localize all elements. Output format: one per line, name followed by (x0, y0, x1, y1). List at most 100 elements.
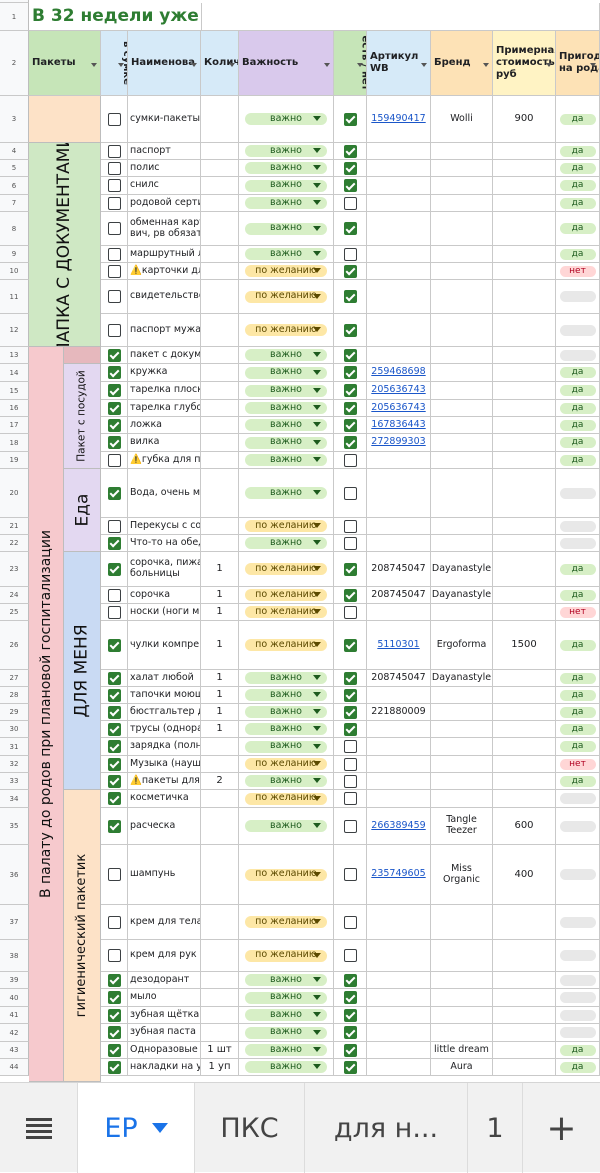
name-cell[interactable]: паспорт (128, 143, 201, 160)
importance-cell[interactable]: важно (239, 195, 334, 212)
suitable-pill[interactable]: да (559, 385, 596, 396)
suitable-pill[interactable]: да (559, 723, 596, 735)
suitable-pill[interactable] (559, 487, 596, 499)
in-bag-checkbox[interactable] (107, 1060, 121, 1074)
name-cell[interactable]: косметичка (128, 790, 201, 808)
brand-cell[interactable] (431, 143, 493, 160)
name-cell[interactable]: родовой серти (128, 195, 201, 212)
filter-icon[interactable] (483, 63, 489, 67)
filter-icon[interactable] (191, 63, 197, 67)
in-bag-checkbox[interactable] (107, 436, 121, 449)
in-bag-checkbox[interactable] (107, 222, 121, 235)
have-checkbox[interactable] (343, 705, 357, 719)
have-cell[interactable] (334, 790, 367, 808)
cost-cell[interactable] (493, 721, 556, 738)
have-cell[interactable] (334, 905, 367, 940)
article-cell[interactable]: 208745047 (367, 552, 431, 587)
importance-cell[interactable]: важно (239, 670, 334, 687)
importance-cell[interactable]: важно (239, 972, 334, 989)
brand-cell[interactable]: Aura (431, 1059, 493, 1076)
cost-cell[interactable]: 600 (493, 808, 556, 845)
cost-cell[interactable] (493, 756, 556, 773)
have-cell[interactable] (334, 552, 367, 587)
article-value[interactable]: 159490417 (371, 112, 426, 124)
name-cell[interactable]: ⚠️пакеты для (128, 773, 201, 790)
importance-cell[interactable]: по желанию (239, 604, 334, 621)
importance-cell[interactable]: важно (239, 177, 334, 195)
importance-cell[interactable]: важно (239, 96, 334, 143)
in-bag-checkbox[interactable] (107, 144, 121, 158)
article-cell[interactable]: 205636743 (367, 382, 431, 400)
have-checkbox[interactable] (343, 519, 357, 533)
in-bag-cell[interactable] (101, 195, 128, 212)
article-cell[interactable] (367, 773, 431, 790)
suitable-cell[interactable] (556, 989, 600, 1007)
article-cell[interactable] (367, 1007, 431, 1024)
article-cell[interactable] (367, 940, 431, 972)
qty-cell[interactable]: 1 (201, 552, 239, 587)
filter-icon[interactable] (546, 63, 552, 67)
article-cell[interactable]: 221880009 (367, 704, 431, 721)
suitable-cell[interactable]: да (556, 417, 600, 434)
name-cell[interactable]: сорочка (128, 587, 201, 604)
qty-cell[interactable] (201, 940, 239, 972)
sheet-tab-active[interactable]: ЕР (78, 1083, 195, 1173)
suitable-pill[interactable] (559, 324, 596, 336)
suitable-cell[interactable] (556, 314, 600, 347)
article-cell[interactable] (367, 972, 431, 989)
brand-cell[interactable] (431, 314, 493, 347)
have-cell[interactable] (334, 1059, 367, 1076)
importance-dropdown[interactable]: важно (245, 689, 327, 701)
suitable-cell[interactable]: да (556, 143, 600, 160)
have-checkbox[interactable] (343, 1043, 357, 1057)
importance-dropdown[interactable]: важно (245, 820, 327, 832)
importance-dropdown[interactable]: важно (245, 1061, 327, 1073)
suitable-cell[interactable]: да (556, 195, 600, 212)
in-bag-cell[interactable] (101, 989, 128, 1007)
importance-dropdown[interactable]: важно (245, 454, 327, 466)
qty-cell[interactable] (201, 1007, 239, 1024)
importance-dropdown[interactable]: важно (245, 402, 327, 414)
importance-cell[interactable]: важно (239, 364, 334, 382)
in-bag-checkbox[interactable] (107, 868, 121, 881)
have-checkbox[interactable] (343, 819, 357, 833)
suitable-pill[interactable] (559, 992, 596, 1003)
suitable-cell[interactable] (556, 1007, 600, 1024)
have-checkbox[interactable] (343, 418, 357, 432)
cost-cell[interactable] (493, 263, 556, 280)
brand-cell[interactable] (431, 604, 493, 621)
importance-dropdown[interactable]: важно (245, 222, 327, 235)
cost-cell[interactable] (493, 518, 556, 535)
in-bag-cell[interactable] (101, 314, 128, 347)
suitable-pill[interactable] (559, 950, 596, 961)
qty-cell[interactable] (201, 989, 239, 1007)
importance-dropdown[interactable]: по желанию (245, 639, 327, 651)
qty-cell[interactable] (201, 790, 239, 808)
have-checkbox[interactable] (343, 605, 357, 619)
have-cell[interactable] (334, 535, 367, 552)
name-cell[interactable]: мыло (128, 989, 201, 1007)
importance-cell[interactable]: важно (239, 212, 334, 246)
qty-cell[interactable]: 1 (201, 621, 239, 670)
importance-dropdown[interactable]: важно (245, 487, 327, 499)
importance-dropdown[interactable]: по желанию (245, 606, 327, 618)
have-cell[interactable] (334, 670, 367, 687)
name-cell[interactable]: сумки-пакеты (128, 96, 201, 143)
article-cell[interactable] (367, 177, 431, 195)
article-cell[interactable] (367, 246, 431, 263)
in-bag-cell[interactable] (101, 808, 128, 845)
in-bag-cell[interactable] (101, 670, 128, 687)
in-bag-checkbox[interactable] (107, 588, 121, 602)
importance-cell[interactable]: по желанию (239, 790, 334, 808)
have-cell[interactable] (334, 382, 367, 400)
title-empty[interactable] (202, 3, 600, 31)
importance-dropdown[interactable]: по желанию (245, 265, 327, 277)
have-cell[interactable] (334, 1007, 367, 1024)
have-cell[interactable] (334, 417, 367, 434)
qty-cell[interactable] (201, 364, 239, 382)
suitable-pill[interactable]: да (559, 248, 596, 260)
article-cell[interactable] (367, 280, 431, 314)
header-packets[interactable]: Пакеты (29, 31, 101, 96)
suitable-cell[interactable]: да (556, 246, 600, 263)
suitable-cell[interactable] (556, 940, 600, 972)
